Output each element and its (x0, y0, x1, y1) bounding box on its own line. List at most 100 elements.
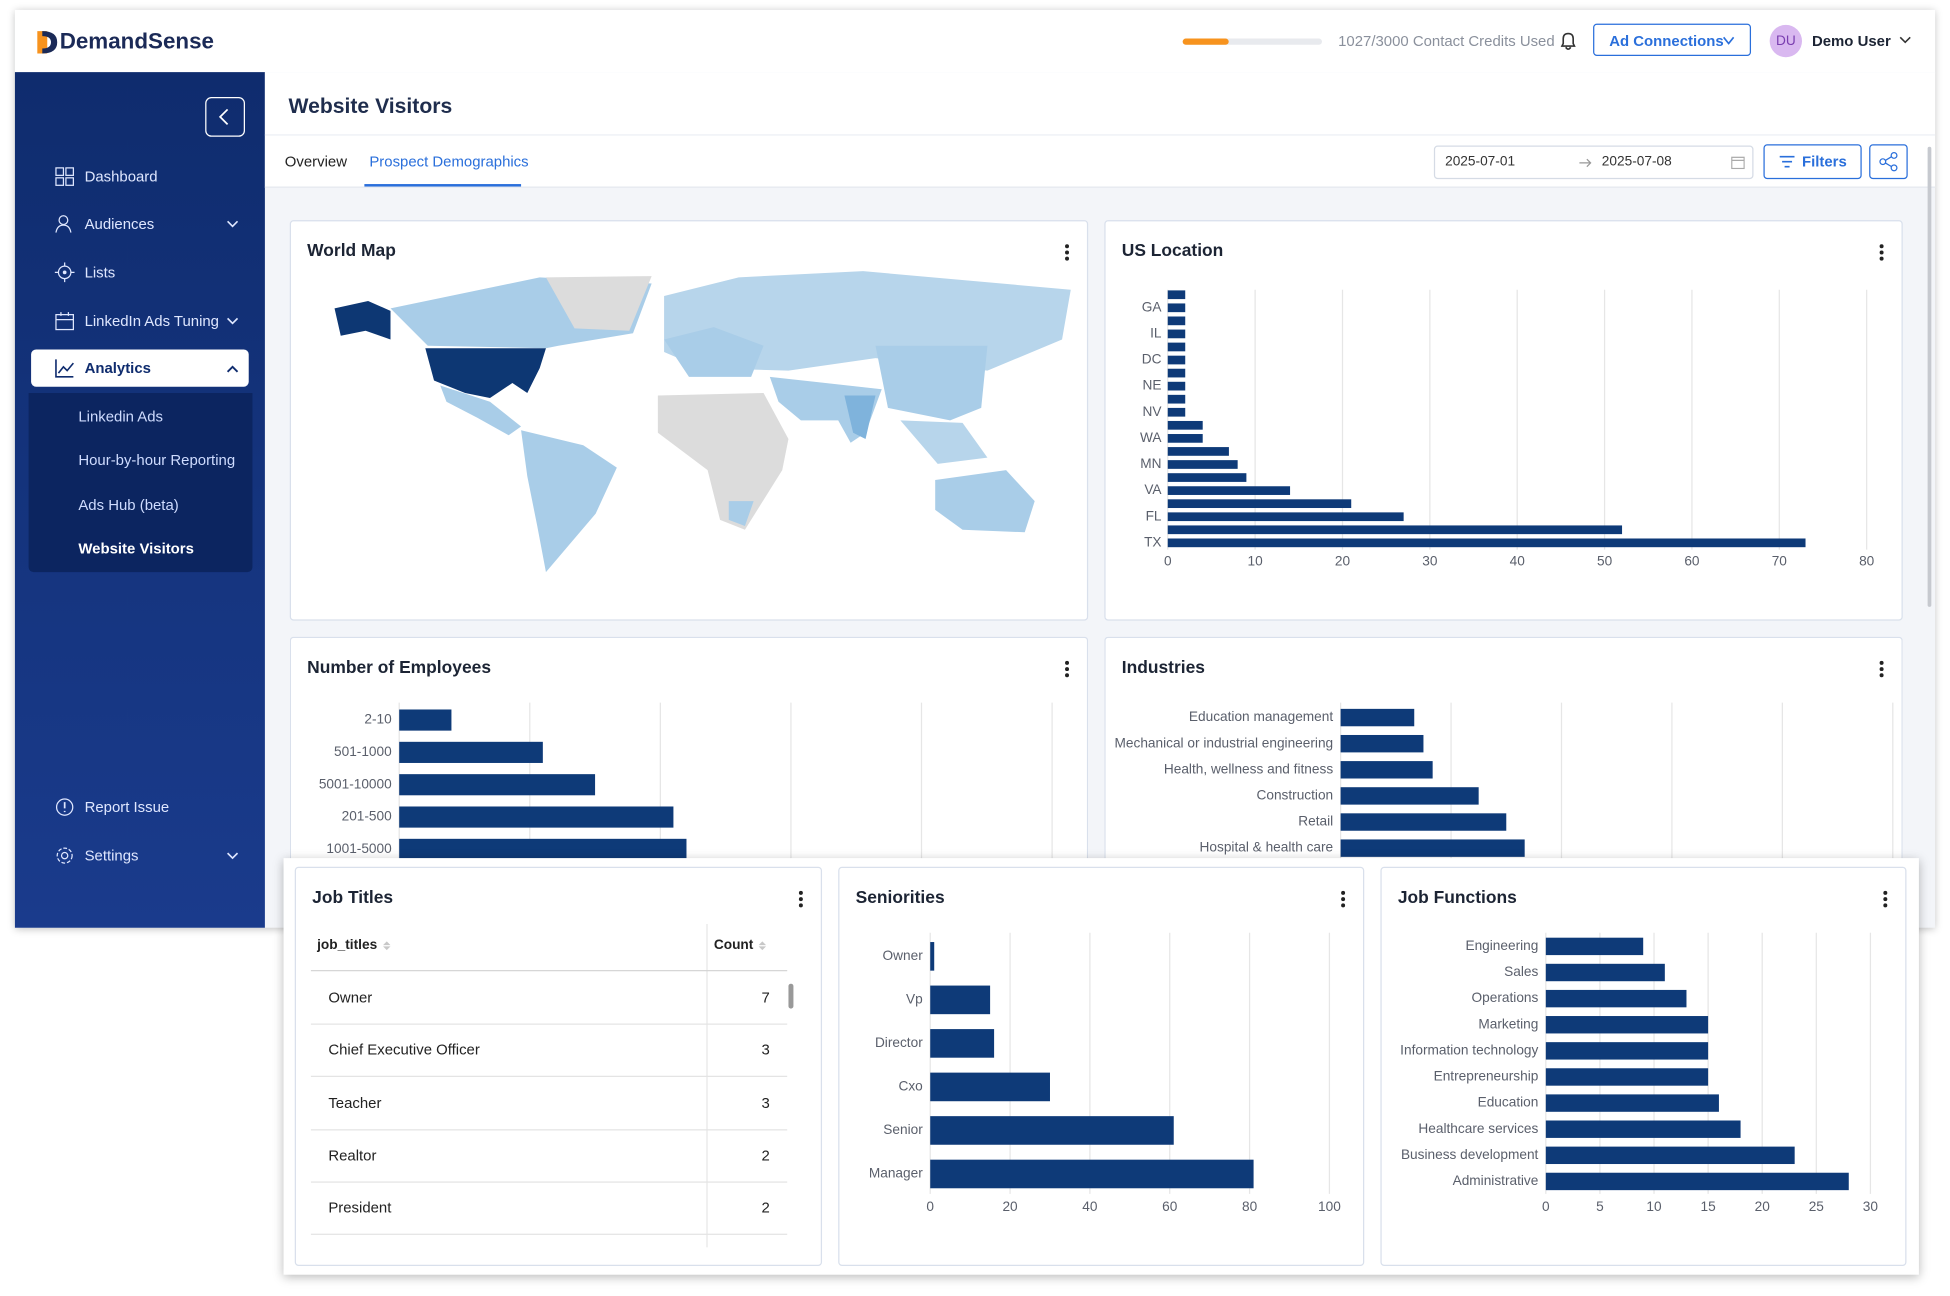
y-tick-label: Construction (1256, 788, 1333, 803)
bar (930, 1072, 1050, 1102)
bar (1167, 303, 1186, 313)
nav-item[interactable]: Report Issue (40, 788, 251, 825)
nav-label: Audiences (84, 215, 155, 233)
y-tick-label: DC (1142, 352, 1162, 367)
y-tick-label: GA (1142, 299, 1163, 314)
y-tick-label: Engineering (1465, 938, 1538, 953)
tab[interactable]: Overview (284, 152, 347, 171)
bar (1340, 708, 1415, 727)
y-tick-label: 5001-10000 (319, 776, 392, 791)
row-border (310, 1128, 788, 1130)
nav-item[interactable]: Dashboard (40, 158, 251, 195)
submenu-item[interactable]: Linkedin Ads (78, 407, 163, 426)
credits-fill (1182, 38, 1229, 45)
filters-button[interactable]: Filters (1763, 144, 1862, 180)
y-tick-label: Manager (869, 1166, 923, 1181)
y-tick-label: Senior (883, 1122, 923, 1137)
submenu-item[interactable]: Hour-by-hour Reporting (78, 451, 236, 469)
top-bar (14, 9, 1936, 74)
x-tick-label: 0 (1542, 1199, 1550, 1214)
nav-item[interactable]: LinkedIn Ads Tuning (40, 302, 251, 339)
nav-item[interactable]: Audiences (40, 205, 251, 242)
y-tick-label: Business development (1401, 1147, 1539, 1162)
panel-menu[interactable] (1883, 890, 1888, 908)
bar (930, 1159, 1254, 1189)
table-cell: 7 (761, 988, 770, 1007)
table-cell: Owner (328, 988, 373, 1007)
bar (1167, 447, 1229, 456)
y-tick-label: Retail (1298, 814, 1333, 829)
y-tick-label: Sales (1504, 964, 1538, 979)
bar (399, 774, 596, 796)
nav-label: Report Issue (84, 798, 170, 816)
country (900, 420, 988, 464)
scrollbar[interactable] (1927, 146, 1932, 607)
x-tick-label: 0 (1164, 554, 1172, 569)
submenu-item[interactable]: Ads Hub (beta) (78, 496, 179, 514)
chevron (1899, 36, 1911, 44)
country (425, 348, 546, 398)
chart: 0 20 40 60 80 100 Owner Vp Director Cxo Senior Mana… (869, 932, 1341, 1214)
sort-icon[interactable] (383, 940, 391, 951)
bar (1167, 342, 1186, 352)
y-tick-label: WA (1140, 430, 1162, 445)
bar (399, 741, 543, 763)
table-panel: Job Titles job_titles Count Owner 7 Chief … (294, 866, 823, 1267)
x-tick-label: 30 (1422, 554, 1438, 569)
bell-icon[interactable] (1558, 31, 1578, 51)
x-tick-label: 80 (1859, 554, 1875, 569)
nav-item[interactable]: Settings (40, 837, 251, 874)
user-name[interactable]: Demo User (1811, 32, 1891, 50)
bar (1545, 1016, 1709, 1034)
nav-label: Settings (84, 846, 139, 865)
nav-item-active[interactable]: Analytics (31, 349, 249, 387)
nav-item[interactable]: Lists (40, 254, 251, 291)
date-range[interactable] (1433, 145, 1754, 180)
icon (54, 262, 75, 283)
scrollbar[interactable] (788, 983, 794, 1009)
column-header[interactable]: Count (713, 937, 754, 953)
y-tick-label: Health, wellness and fitness (1164, 761, 1333, 776)
avatar[interactable]: DU (1769, 24, 1803, 58)
panel-menu[interactable] (798, 890, 803, 908)
x-tick-label: 10 (1248, 554, 1264, 569)
table-cell: Teacher (328, 1093, 382, 1112)
bar (1167, 290, 1186, 300)
y-tick-label: 1001-5000 (326, 841, 392, 856)
x-tick-label: 60 (1684, 554, 1700, 569)
submenu-item-active[interactable]: Website Visitors (78, 539, 194, 558)
collapse-button[interactable] (205, 97, 245, 137)
bar (1545, 1042, 1709, 1060)
submenu (28, 392, 253, 573)
chart-panel: 0 5 10 15 20 25 30 Engineering Sales Operations Ma… (1380, 866, 1907, 1267)
table-cell: 2 (761, 1146, 770, 1164)
bar (1167, 316, 1186, 326)
panel-menu[interactable] (1065, 660, 1070, 678)
y-tick-label: NE (1143, 378, 1162, 393)
country (440, 385, 522, 436)
share-button[interactable] (1869, 144, 1908, 180)
bar (1167, 512, 1404, 522)
x-tick-label: 40 (1510, 554, 1526, 569)
tab-active[interactable]: Prospect Demographics (369, 152, 529, 171)
sort-icon[interactable] (758, 940, 767, 951)
y-tick-label: FL (1146, 508, 1162, 523)
icon (55, 798, 74, 816)
panel-menu[interactable] (1879, 660, 1884, 678)
row-border (310, 1233, 788, 1236)
bar (1340, 761, 1433, 779)
column-header[interactable]: job_titles (317, 937, 378, 953)
panel-menu[interactable] (1879, 244, 1884, 261)
x-tick-label: 40 (1082, 1199, 1098, 1214)
panel-title: Seniorities (855, 886, 945, 907)
panel-menu[interactable] (1341, 890, 1346, 908)
bar (1167, 486, 1291, 495)
ad-connections-button[interactable]: Ad Connections (1593, 23, 1752, 56)
bar (1340, 839, 1525, 857)
panel-menu[interactable] (1065, 244, 1070, 261)
table-cell: President (328, 1199, 392, 1217)
country (875, 345, 988, 421)
y-tick-label: Entrepreneurship (1434, 1069, 1539, 1084)
bar (930, 1116, 1174, 1145)
y-tick-label: MN (1140, 456, 1161, 471)
